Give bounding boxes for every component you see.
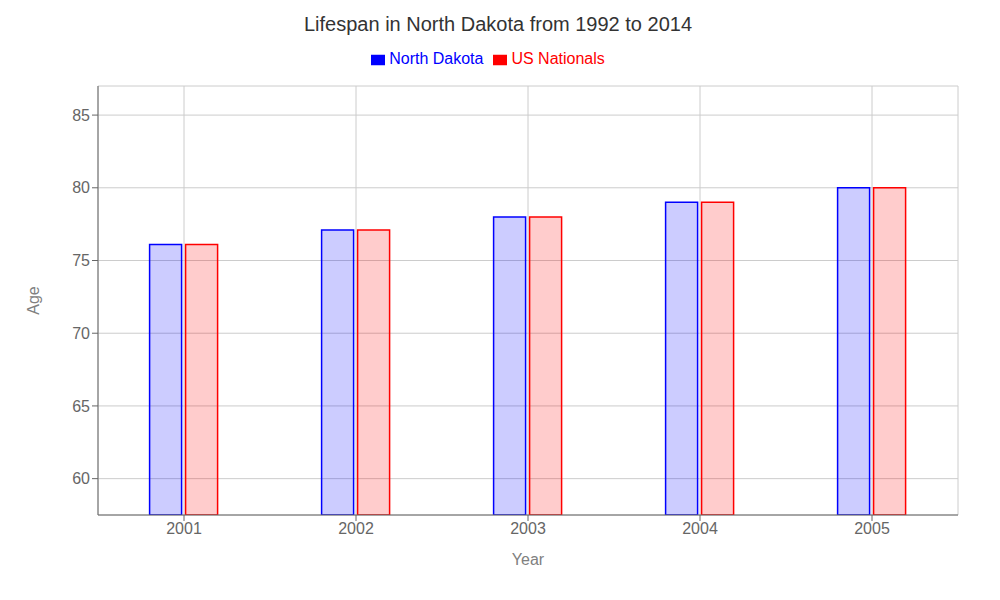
svg-text:Age: Age [25,286,42,315]
svg-text:70: 70 [72,325,90,342]
svg-text:85: 85 [72,107,90,124]
svg-text:2001: 2001 [166,520,202,537]
svg-text:80: 80 [72,179,90,196]
svg-text:60: 60 [72,470,90,487]
svg-text:2005: 2005 [854,520,890,537]
svg-text:65: 65 [72,398,90,415]
html-text:US Nationals: US Nationals [511,50,605,67]
html-text:Lifespan in North Dakota from: Lifespan in North Dakota from 1992 to 20… [304,13,692,35]
svg-text:75: 75 [72,252,90,269]
svg-text:2002: 2002 [338,520,374,537]
svg-text:2004: 2004 [682,520,718,537]
svg-text:Year: Year [512,551,545,568]
html-text:North Dakota: North Dakota [389,50,484,67]
svg-text:2003: 2003 [510,520,546,537]
